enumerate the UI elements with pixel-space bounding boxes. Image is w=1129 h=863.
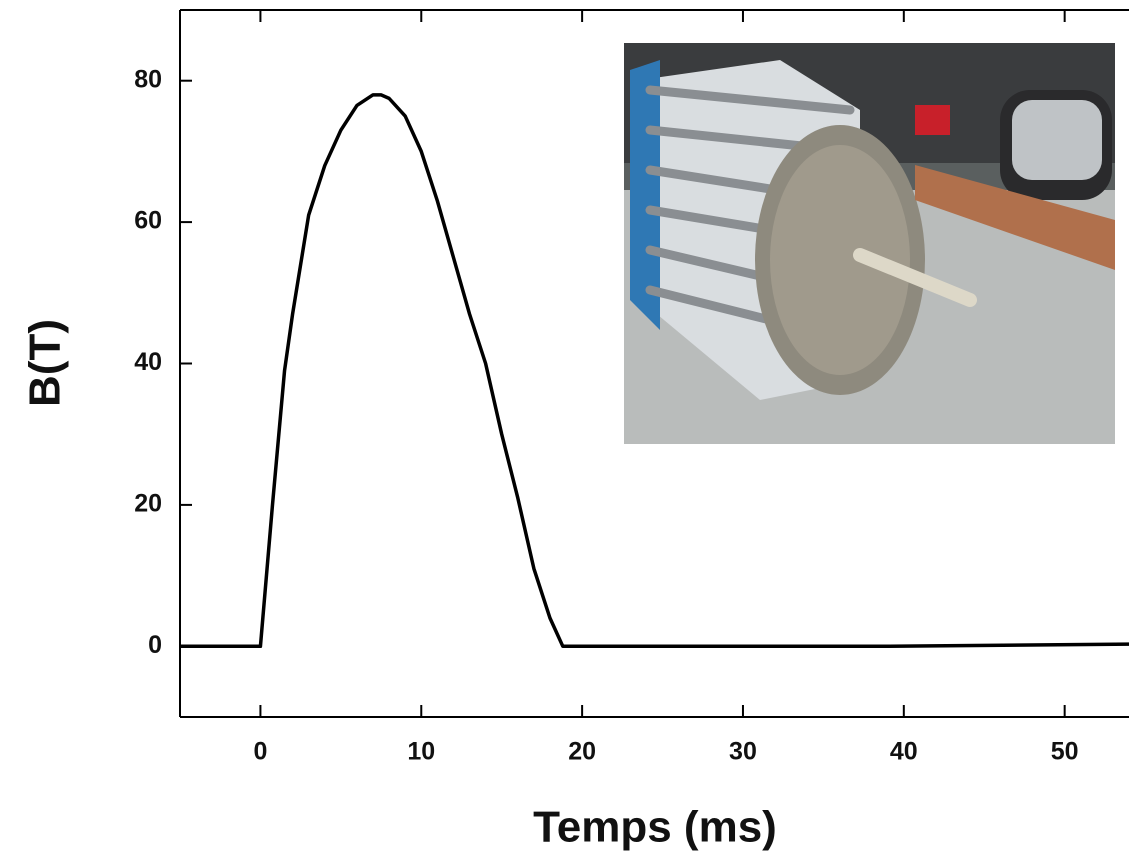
- x-tick-label: 40: [890, 738, 918, 766]
- inset-photo: [624, 43, 1115, 444]
- x-tick-label: 0: [253, 738, 267, 766]
- data-line: [180, 93, 1129, 649]
- y-tick-label: 0: [148, 631, 162, 659]
- y-tick-label: 80: [134, 65, 162, 93]
- x-tick-label: 20: [568, 738, 596, 766]
- y-axis-title: B(T): [21, 319, 70, 407]
- y-tick-label: 60: [134, 207, 162, 235]
- x-tick-label: 30: [729, 738, 757, 766]
- y-tick-label: 20: [134, 490, 162, 518]
- x-axis-title: Temps (ms): [533, 803, 777, 852]
- x-tick-label: 50: [1051, 738, 1079, 766]
- y-tick-label: 40: [134, 348, 162, 376]
- x-tick-label: 10: [407, 738, 435, 766]
